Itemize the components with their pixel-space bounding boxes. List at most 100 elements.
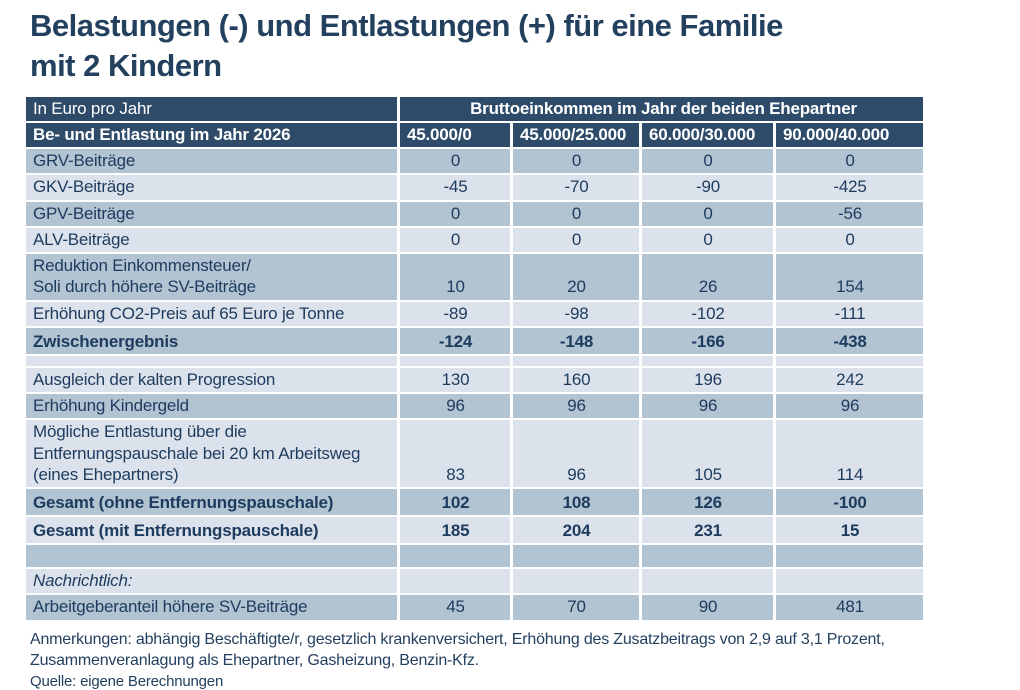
cell-value: -124 [400,327,510,354]
table-row: GKV-Beiträge -45 -70 -90 -425 [26,175,923,200]
cell-value: 0 [513,227,639,253]
income-table: In Euro pro Jahr Bruttoeinkommen im Jahr… [23,95,926,622]
cell-value: 70 [513,595,639,620]
cell-value: 0 [642,201,773,226]
cell-value [513,545,639,568]
cell-value: 204 [513,517,639,544]
cell-value: -425 [776,175,923,200]
row-label: Erhöhung CO2-Preis auf 65 Euro je Tonne [26,301,397,326]
spacer-row [26,355,923,366]
cell-value: -70 [513,175,639,200]
cell-value: 0 [400,201,510,226]
cell-value: 83 [400,420,510,488]
row-label: Nachrichtlich: [26,569,397,594]
cell-value: 0 [776,149,923,174]
cell-value: -98 [513,301,639,326]
cell-value: 96 [400,394,510,419]
cell-value [776,569,923,594]
cell-value: 185 [400,517,510,544]
row-label [26,545,397,568]
table-row: Zwischenergebnis -124 -148 -166 -438 [26,327,923,354]
row-label: Reduktion Einkommensteuer/ Soli durch hö… [26,254,397,300]
cell-value: -102 [642,301,773,326]
cell-value [400,545,510,568]
cell-value: 105 [642,420,773,488]
cell-value [776,355,923,366]
cell-value: 15 [776,517,923,544]
cell-value: 20 [513,254,639,300]
column-header: 90.000/40.000 [776,122,923,148]
cell-value: 0 [642,149,773,174]
row-label: Mögliche Entlastung über die Entfernungs… [26,420,397,488]
cell-value [400,569,510,594]
cell-value [642,545,773,568]
cell-value: 96 [513,420,639,488]
table-row: Reduktion Einkommensteuer/ Soli durch hö… [26,254,923,300]
group-header-cell: Bruttoeinkommen im Jahr der beiden Ehepa… [400,96,923,121]
row-label: Erhöhung Kindergeld [26,394,397,419]
cell-value: 231 [642,517,773,544]
cell-value: -166 [642,327,773,354]
cell-value [642,355,773,366]
cell-value: 0 [400,149,510,174]
cell-value: 242 [776,367,923,393]
column-header: 45.000/25.000 [513,122,639,148]
cell-value: 108 [513,489,639,516]
table-row: Erhöhung CO2-Preis auf 65 Euro je Tonne -… [26,301,923,326]
cell-value: 0 [400,227,510,253]
unit-label-cell: In Euro pro Jahr [26,96,397,121]
cell-value: -56 [776,201,923,226]
row-label: GPV-Beiträge [26,201,397,226]
cell-value: 102 [400,489,510,516]
row-label: GKV-Beiträge [26,175,397,200]
row-label: Arbeitgeberanteil höhere SV-Beiträge [26,595,397,620]
cell-value: 481 [776,595,923,620]
row-label [26,355,397,366]
table-row: ALV-Beiträge 0 0 0 0 [26,227,923,253]
table-row: GPV-Beiträge 0 0 0 -56 [26,201,923,226]
cell-value: 26 [642,254,773,300]
row-label: Ausgleich der kalten Progression [26,367,397,393]
row-label: Gesamt (ohne Entfernungspauschale) [26,489,397,516]
table-row: Ausgleich der kalten Progression 130 160 19… [26,367,923,393]
column-header: 60.000/30.000 [642,122,773,148]
table-row: Gesamt (mit Entfernungspauschale) 185 204 2… [26,517,923,544]
cell-value: 130 [400,367,510,393]
row-dimension-header: Be- und Entlastung im Jahr 2026 [26,122,397,148]
cell-value: 160 [513,367,639,393]
row-label: GRV-Beiträge [26,149,397,174]
cell-value: 90 [642,595,773,620]
cell-value: 96 [642,394,773,419]
table-row: GRV-Beiträge 0 0 0 0 [26,149,923,174]
cell-value: 45 [400,595,510,620]
cell-value: 114 [776,420,923,488]
table-row: Nachrichtlich: [26,569,923,594]
cell-value: 96 [513,394,639,419]
cell-value: 0 [776,227,923,253]
row-label: Zwischenergebnis [26,327,397,354]
column-header-row: Be- und Entlastung im Jahr 2026 45.000/0… [26,122,923,148]
table-row: Arbeitgeberanteil höhere SV-Beiträge 45 70… [26,595,923,620]
group-header-row: In Euro pro Jahr Bruttoeinkommen im Jahr… [26,96,923,121]
cell-value [513,355,639,366]
cell-value: 10 [400,254,510,300]
table-header: In Euro pro Jahr Bruttoeinkommen im Jahr… [26,96,923,148]
cell-value: 0 [513,149,639,174]
column-header: 45.000/0 [400,122,510,148]
cell-value: 96 [776,394,923,419]
row-label: Gesamt (mit Entfernungspauschale) [26,517,397,544]
cell-value: 126 [642,489,773,516]
cell-value: -111 [776,301,923,326]
table-row: Mögliche Entlastung über die Entfernungs… [26,420,923,488]
table-row: Gesamt (ohne Entfernungspauschale) 102 108… [26,489,923,516]
cell-value: 154 [776,254,923,300]
cell-value: -89 [400,301,510,326]
cell-value [776,545,923,568]
source-text: Quelle: eigene Berechnungen [30,673,224,690]
page-title: Belastungen (-) und Entlastungen (+) für… [30,8,783,84]
cell-value: -148 [513,327,639,354]
cell-value [642,569,773,594]
cell-value [513,569,639,594]
cell-value: -100 [776,489,923,516]
cell-value: 0 [513,201,639,226]
